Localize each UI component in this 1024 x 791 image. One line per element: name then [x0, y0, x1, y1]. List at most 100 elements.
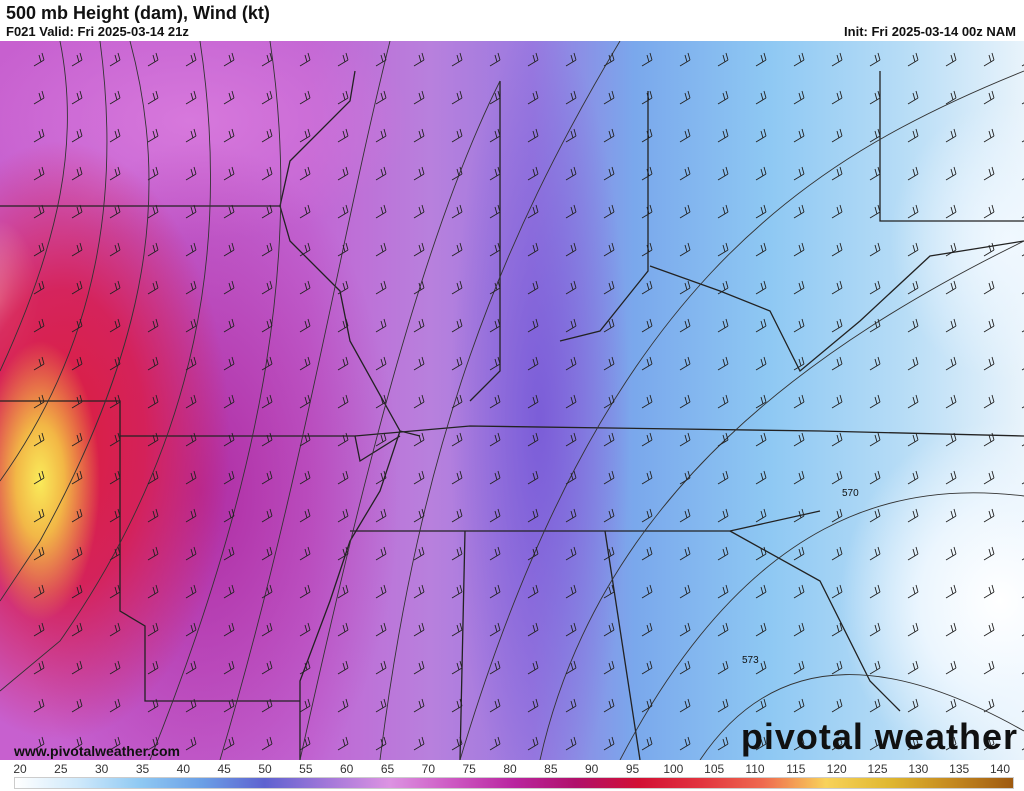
wind-barb — [527, 508, 539, 523]
wind-barb — [717, 584, 729, 599]
wind-barb — [413, 52, 425, 67]
wind-barb — [793, 356, 805, 371]
wind-barb — [109, 546, 121, 561]
wind-barb — [945, 166, 957, 181]
wind-barb — [261, 90, 273, 105]
wind-barb — [831, 622, 843, 637]
colorbar-tick: 20 — [13, 762, 27, 776]
wind-barb — [945, 356, 957, 371]
wind-barb — [337, 318, 349, 333]
wind-barb — [565, 90, 577, 105]
wind-barb — [147, 394, 159, 409]
wind-barb — [907, 90, 919, 105]
wind-barb — [71, 242, 83, 257]
wind-barb — [831, 584, 843, 599]
wind-barb — [907, 660, 919, 675]
wind-barb — [337, 584, 349, 599]
wind-barb — [147, 128, 159, 143]
wind-barb — [223, 394, 235, 409]
wind-barb — [603, 698, 615, 713]
wind-barb — [527, 128, 539, 143]
weather-map[interactable]: 570 573 — [0, 41, 1024, 760]
wind-barb — [299, 622, 311, 637]
wind-barb — [679, 698, 691, 713]
wind-barb — [527, 204, 539, 219]
wind-barb — [831, 394, 843, 409]
wind-barb — [489, 166, 501, 181]
wind-barb — [451, 470, 463, 485]
wind-barb — [793, 660, 805, 675]
colorbar-tick: 40 — [176, 762, 191, 776]
website-url[interactable]: www.pivotalweather.com — [14, 743, 180, 759]
wind-barb — [717, 128, 729, 143]
wind-barb — [223, 432, 235, 447]
wind-barb — [983, 508, 995, 523]
state-border — [279, 70, 356, 207]
wind-barb — [337, 660, 349, 675]
wind-barb — [641, 508, 653, 523]
wind-barb — [261, 280, 273, 295]
wind-barb — [299, 508, 311, 523]
wind-barb — [565, 318, 577, 333]
wind-barb — [185, 204, 197, 219]
wind-barb — [869, 736, 881, 751]
wind-barb — [527, 242, 539, 257]
state-border — [604, 530, 641, 760]
map-overlay: 570 573 — [0, 41, 1024, 760]
colorbar-tick: 120 — [826, 762, 847, 776]
wind-barb — [945, 242, 957, 257]
wind-barb — [527, 90, 539, 105]
wind-barb — [185, 280, 197, 295]
wind-barb — [755, 622, 767, 637]
wind-barb — [793, 508, 805, 523]
wind-barb — [527, 584, 539, 599]
init-time: Init: Fri 2025-03-14 00z NAM — [844, 24, 1016, 39]
wind-barb — [413, 356, 425, 371]
wind-barb — [603, 584, 615, 599]
wind-barb — [489, 660, 501, 675]
wind-barb — [413, 508, 425, 523]
wind-barb — [831, 546, 843, 561]
wind-barb — [717, 166, 729, 181]
wind-barb — [33, 128, 45, 143]
contour-line — [0, 41, 150, 602]
wind-barb — [869, 508, 881, 523]
wind-barb — [907, 698, 919, 713]
pivotal-weather-logo: pivotal weather — [740, 716, 1018, 757]
wind-barb — [451, 166, 463, 181]
wind-barb — [451, 432, 463, 447]
wind-barb — [147, 90, 159, 105]
wind-barb — [413, 432, 425, 447]
wind-barb — [717, 736, 729, 751]
wind-barb — [907, 166, 919, 181]
wind-barb — [33, 52, 45, 67]
wind-barb — [983, 52, 995, 67]
wind-barb — [147, 166, 159, 181]
colorbar — [14, 777, 1014, 789]
wind-barb — [337, 128, 349, 143]
wind-barb — [489, 698, 501, 713]
wind-barb — [907, 622, 919, 637]
colorbar-tick: 35 — [135, 762, 150, 776]
wind-barb — [33, 546, 45, 561]
wind-barb — [679, 660, 691, 675]
wind-barb — [185, 660, 197, 675]
wind-barb — [223, 90, 235, 105]
wind-barb — [375, 280, 387, 295]
colorbar-tick: 75 — [462, 762, 476, 776]
wind-barb — [375, 698, 387, 713]
wind-barb — [565, 470, 577, 485]
wind-barb — [147, 204, 159, 219]
colorbar-tick: 125 — [867, 762, 888, 776]
wind-barb — [907, 394, 919, 409]
wind-barb — [109, 52, 121, 67]
wind-barb — [755, 432, 767, 447]
wind-barb — [147, 546, 159, 561]
wind-barb — [869, 280, 881, 295]
wind-barb — [71, 546, 83, 561]
wind-barb — [71, 698, 83, 713]
wind-barb — [641, 660, 653, 675]
colorbar-tick: 50 — [258, 762, 272, 776]
wind-barb — [185, 90, 197, 105]
colorbar-tick: 140 — [989, 762, 1011, 776]
